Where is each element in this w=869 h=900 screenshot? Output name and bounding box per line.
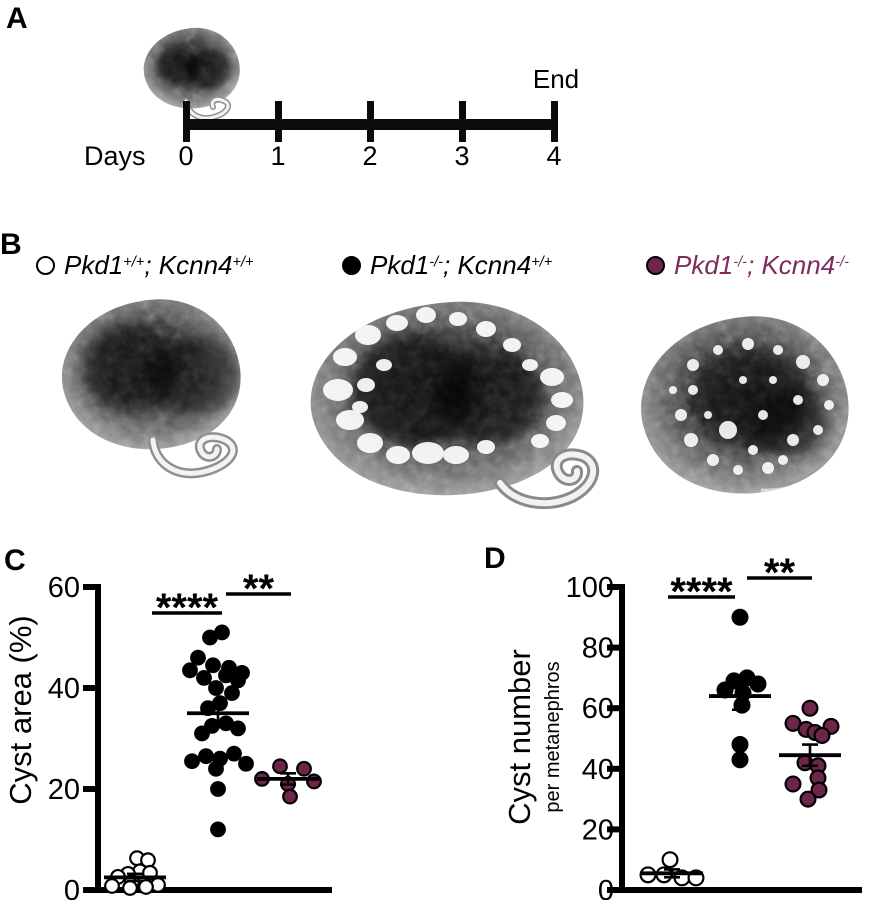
timeline-tick-0 <box>182 101 190 142</box>
y-tick-label: 40 <box>582 754 614 786</box>
data-point <box>749 675 767 693</box>
timeline-tick-2 <box>366 101 374 142</box>
data-point <box>784 775 802 793</box>
data-point <box>196 669 212 686</box>
significance-stars: ** <box>764 551 796 595</box>
data-point <box>238 755 254 772</box>
genotype-label: Pkd1-/-; Kcnn4-/- <box>674 250 849 280</box>
data-point <box>306 773 322 790</box>
y-tick-label: 40 <box>48 673 80 705</box>
data-point <box>194 725 210 742</box>
legend-item-1: Pkd1-/-; Kcnn4+/+ <box>342 250 552 281</box>
y-axis-subtitle: per metanephros <box>542 661 564 812</box>
panel-label-c: C <box>4 544 26 577</box>
legend-item-0: Pkd1+/+; Kcnn4+/+ <box>36 250 254 281</box>
data-point <box>810 781 828 799</box>
data-point <box>282 788 298 805</box>
genotype-label: Pkd1+/+; Kcnn4+/+ <box>64 250 254 280</box>
metanephros-pkd1-kcnn4-null-image <box>641 316 849 494</box>
days-axis-label: Days <box>84 141 146 171</box>
genotype-marker-icon <box>646 256 665 275</box>
data-point <box>205 657 221 674</box>
timeline-day-label: 4 <box>546 141 562 171</box>
data-point <box>210 781 226 797</box>
y-axis-title: Cyst number <box>502 649 537 825</box>
y-tick-label: 60 <box>582 693 614 725</box>
data-point <box>799 790 817 808</box>
data-point <box>731 608 749 626</box>
timeline-tick-1 <box>274 101 282 142</box>
timeline-day-label: 2 <box>362 141 378 171</box>
cyst-number-chart: 0 20 40 60 80 100 Cyst number per metanephros **… <box>502 551 862 900</box>
y-tick-label: 0 <box>598 875 614 900</box>
timeline-tick-3 <box>458 101 466 142</box>
timeline-day-label: 3 <box>454 141 470 171</box>
data-point <box>731 736 749 754</box>
genotype-marker-icon <box>342 256 361 275</box>
y-tick-label: 80 <box>582 633 614 665</box>
cysts <box>323 307 573 464</box>
y-tick-label: 20 <box>582 814 614 846</box>
data-point <box>182 662 198 679</box>
data-point <box>272 758 288 775</box>
data-point <box>226 745 242 762</box>
data-point <box>104 878 120 894</box>
data-point <box>230 720 246 737</box>
y-tick-label: 0 <box>64 875 80 900</box>
y-tick-label: 100 <box>566 572 614 604</box>
significance-stars: **** <box>670 570 733 614</box>
panel-label-d: D <box>484 542 506 575</box>
data-point <box>122 880 138 896</box>
timeline-day-label: 0 <box>178 141 194 171</box>
significance-stars: ** <box>243 567 275 611</box>
data-point <box>198 748 214 765</box>
metanephros-thumbnail-image <box>143 27 240 122</box>
y-tick-label: 20 <box>48 774 80 806</box>
data-point <box>731 751 749 769</box>
data-point <box>210 821 226 838</box>
timeline-tick-4 <box>550 101 558 142</box>
data-point <box>801 699 819 717</box>
data-point <box>208 680 224 696</box>
significance-stars: **** <box>156 586 219 630</box>
data-point <box>190 649 206 666</box>
timeline-day-label: 1 <box>270 141 286 171</box>
metanephros-pkd1-null-image <box>310 301 600 510</box>
cysts <box>669 338 834 475</box>
legend-item-2: Pkd1-/-; Kcnn4-/- <box>646 250 849 281</box>
data-point <box>813 726 831 744</box>
data-point <box>184 753 200 770</box>
panel-label-a: A <box>6 2 28 35</box>
metanephros-wildtype-image <box>61 299 241 479</box>
data-point <box>230 672 246 689</box>
genotype-label: Pkd1-/-; Kcnn4+/+ <box>370 250 553 280</box>
data-point <box>202 629 218 646</box>
y-tick-label: 60 <box>48 572 80 604</box>
data-point <box>296 760 312 777</box>
data-point <box>224 685 240 701</box>
genotype-marker-icon <box>36 256 55 275</box>
y-axis-title: Cyst area (%) <box>3 615 38 804</box>
data-point <box>138 879 154 895</box>
end-label: End <box>532 64 580 94</box>
data-point <box>661 851 679 869</box>
data-point <box>208 760 224 777</box>
panel-label-b: B <box>0 228 22 261</box>
